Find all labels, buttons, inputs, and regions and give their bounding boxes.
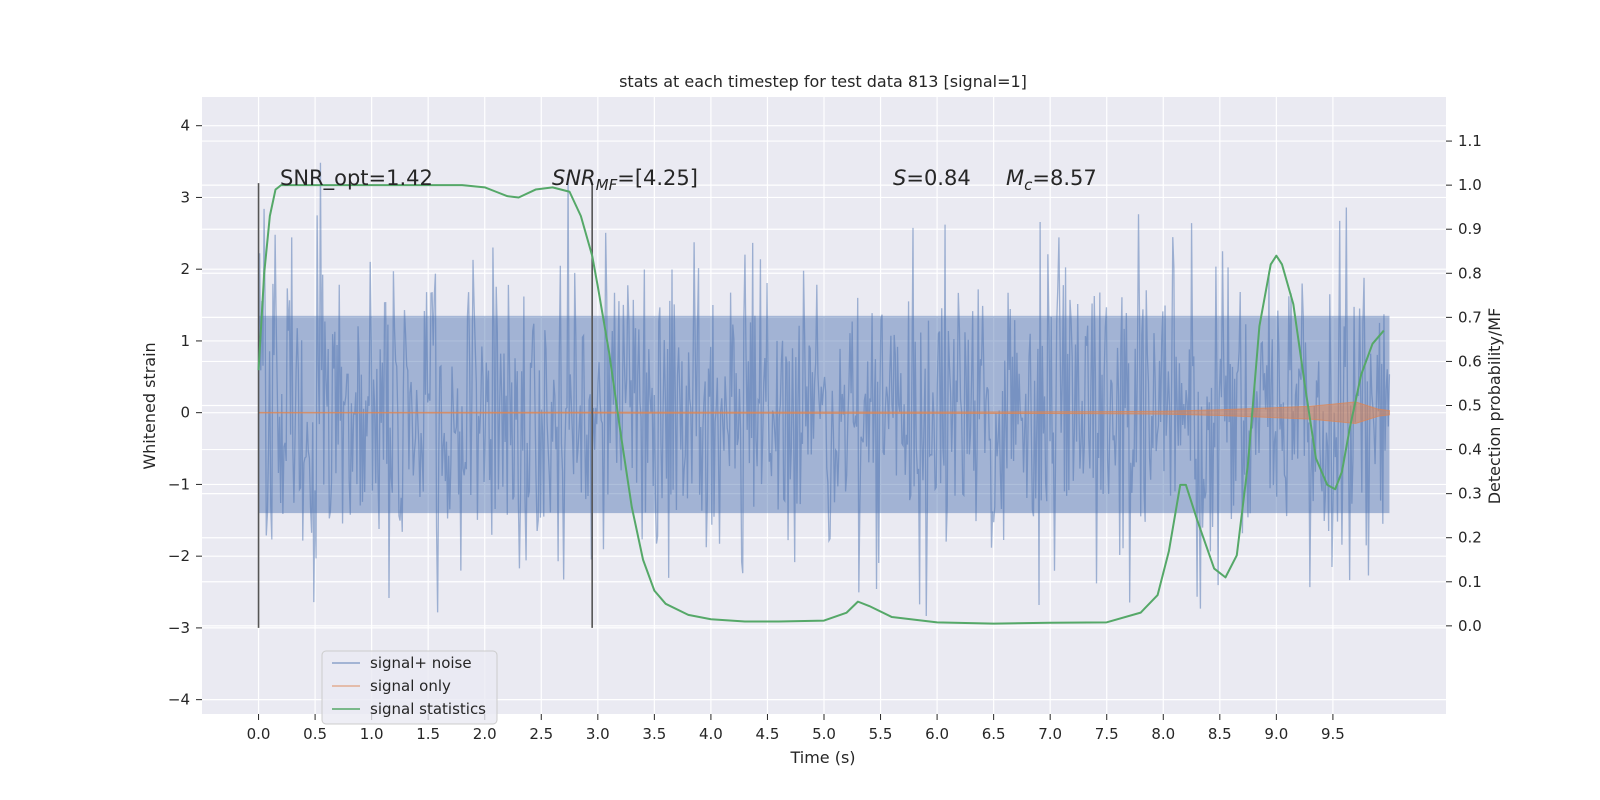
x-tick-label: 5.5 (869, 725, 893, 743)
x-tick-label: 9.5 (1321, 725, 1345, 743)
y-right-tick-label: 0.2 (1458, 529, 1482, 547)
y-right-tick-label: 1.1 (1458, 132, 1482, 150)
y-tick-label: −4 (168, 691, 190, 709)
x-tick-label: 7.0 (1038, 725, 1062, 743)
x-tick-label: 6.5 (982, 725, 1006, 743)
legend-box (321, 650, 498, 725)
annotation-snr-mf: SNRMF=[4.25] (552, 166, 698, 194)
x-tick-label: 2.0 (473, 725, 497, 743)
signal-statistics-line (257, 184, 1385, 625)
s-symbol: S (893, 166, 906, 190)
y-right-tick-label: 0.3 (1458, 485, 1482, 503)
s-value: =0.84 (906, 166, 970, 190)
x-tick-label: 7.5 (1095, 725, 1119, 743)
snr-mf-text: SNRMF=[4.25] (552, 166, 698, 194)
y-right-tick-label: 0.1 (1458, 573, 1482, 591)
legend-label-signal-statistics: signal statistics (370, 700, 486, 718)
x-tick-label: 4.5 (756, 725, 780, 743)
x-tick-label: 4.0 (699, 725, 723, 743)
x-tick-label: 0.5 (303, 725, 327, 743)
mc-value: =8.57 (1032, 166, 1096, 190)
x-tick-label: 6.0 (925, 725, 949, 743)
y-right-tick-label: 0.4 (1458, 441, 1482, 459)
x-axis-label: Time (s) (789, 748, 855, 767)
signal-only-envelope (258, 401, 1390, 424)
y-right-tick-label: 0.9 (1458, 220, 1482, 238)
x-tick-label: 0.0 (247, 725, 271, 743)
s-text: S=0.84 (893, 166, 971, 190)
x-tick-label: 1.0 (360, 725, 384, 743)
annotation-s: S=0.84 (893, 166, 971, 190)
x-tick-label: 5.0 (812, 725, 836, 743)
legend-label-signal-only: signal only (370, 677, 451, 695)
x-tick-label: 3.5 (642, 725, 666, 743)
y-right-tick-label: 0.0 (1458, 617, 1482, 635)
y-tick-label: 3 (180, 188, 190, 206)
y-tick-label: −1 (168, 475, 190, 493)
y-tick-label: 2 (180, 260, 190, 278)
legend: signal+ noise signal only signal statist… (321, 650, 498, 725)
axes-layer: 0.0 0.5 1.0 1.5 2.0 2.5 3.0 3.5 4.0 4.5 5.0 5.5 6.0 6… (168, 117, 1482, 743)
annotation-snr-opt: SNR_opt=1.42 (280, 166, 433, 191)
y-axis-right-label: Detection probability/MF (1485, 308, 1504, 505)
y-right-tick-label: 1.0 (1458, 176, 1482, 194)
signal-noise-line (257, 162, 1391, 616)
mc-text: Mc=8.57 (1006, 166, 1097, 194)
signal-statistics-series (257, 184, 1385, 625)
x-tick-label: 9.0 (1264, 725, 1288, 743)
signal-only-series (258, 401, 1390, 424)
legend-label-signal-noise: signal+ noise (370, 654, 472, 672)
x-tick-label: 2.5 (529, 725, 553, 743)
chart-title: stats at each timestep for test data 813… (619, 72, 1027, 91)
x-tick-label: 8.0 (1151, 725, 1175, 743)
snr-mf-value: =[4.25] (617, 166, 698, 190)
y-tick-label: 1 (180, 332, 190, 350)
annotation-mc: Mc=8.57 (1006, 166, 1097, 194)
x-tick-label: 3.0 (586, 725, 610, 743)
mc-symbol: M (1006, 166, 1024, 190)
y-right-tick-label: 0.7 (1458, 308, 1482, 326)
x-tick-label: 1.5 (416, 725, 440, 743)
y-right-tick-label: 0.5 (1458, 397, 1482, 415)
snr-opt-text: SNR_opt=1.42 (280, 166, 433, 191)
snr-mf-subscript: MF (596, 176, 618, 194)
y-axis-label: Whitened strain (140, 342, 159, 469)
x-tick-label: 8.5 (1208, 725, 1232, 743)
y-right-tick-label: 0.6 (1458, 352, 1482, 370)
snr-mf-symbol: SNR (552, 166, 596, 190)
y-tick-label: −2 (168, 547, 190, 565)
y-tick-label: 4 (180, 117, 190, 135)
y-right-tick-label: 0.8 (1458, 264, 1482, 282)
y-tick-label: 0 (180, 404, 190, 422)
y-tick-label: −3 (168, 619, 190, 637)
mc-subscript: c (1024, 176, 1033, 194)
